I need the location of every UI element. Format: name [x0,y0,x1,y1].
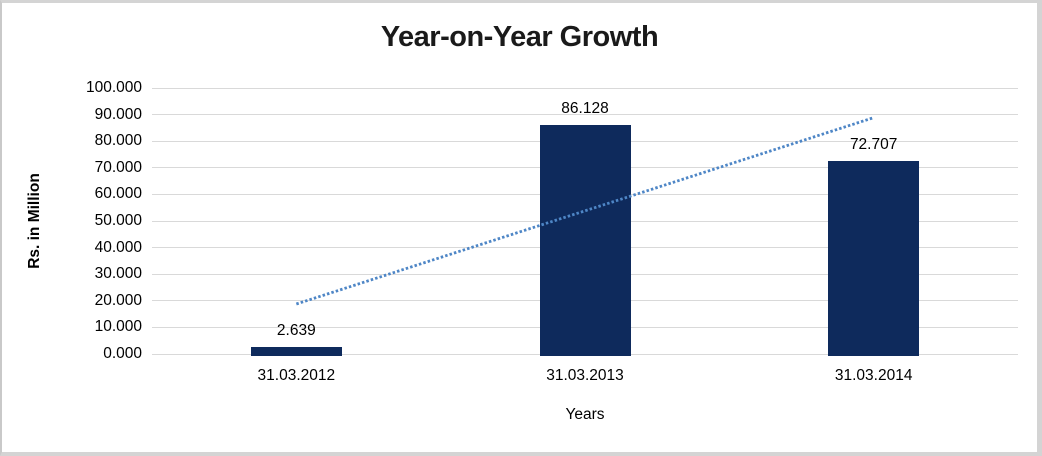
x-tick-label: 31.03.2013 [546,367,624,384]
y-tick-label: 100.000 [85,79,142,96]
y-tick-label: 30.000 [94,265,142,283]
gridline [152,114,1018,116]
y-tick-label: 50.000 [94,212,142,229]
y-tick-label: 90.000 [94,105,142,123]
gridline [152,87,1018,89]
y-tick-label: 70.000 [94,158,142,176]
data-label: 2.639 [276,321,316,339]
x-tick-label: 31.03.2012 [257,367,336,384]
y-tick-label: 20.000 [94,291,142,309]
bar [539,124,631,356]
chart-title: Year-on-Year Growth [380,21,659,53]
y-tick-label: 40.000 [94,238,142,256]
data-label: 72.707 [849,135,898,153]
x-axis-title: Years [565,406,605,423]
data-label: 86.128 [561,99,609,117]
bar [828,160,920,356]
y-tick-label: 0.000 [103,345,142,362]
x-tick-label: 31.03.2014 [834,367,913,384]
bar [250,346,342,356]
y-axis-title: Rs. in Million [26,173,43,269]
y-tick-label: 10.000 [94,318,142,336]
y-tick-label: 60.000 [94,185,142,203]
y-tick-label: 80.000 [94,132,142,150]
